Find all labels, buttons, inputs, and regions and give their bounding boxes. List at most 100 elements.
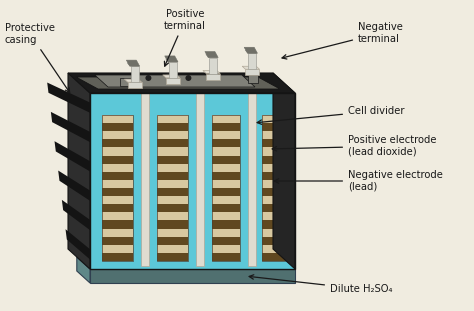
Bar	[157, 188, 188, 196]
Bar	[212, 147, 240, 156]
Polygon shape	[65, 229, 90, 259]
Bar	[102, 172, 133, 180]
Bar	[157, 147, 188, 156]
Polygon shape	[206, 73, 220, 80]
Bar	[157, 212, 188, 220]
Polygon shape	[76, 77, 280, 89]
Bar	[157, 229, 188, 237]
Bar	[212, 115, 240, 261]
Bar	[102, 139, 133, 147]
Bar	[102, 204, 133, 212]
Bar	[157, 164, 188, 172]
Bar	[102, 115, 133, 261]
Bar	[262, 131, 285, 139]
Text: Cell divider: Cell divider	[257, 106, 404, 124]
Bar	[102, 237, 133, 245]
Polygon shape	[127, 60, 140, 66]
Polygon shape	[128, 82, 142, 88]
Bar	[157, 196, 188, 204]
Bar	[262, 253, 285, 261]
Bar	[157, 253, 188, 261]
Bar	[212, 139, 240, 147]
Polygon shape	[242, 66, 259, 69]
Circle shape	[146, 75, 151, 81]
Bar	[102, 164, 133, 172]
Bar	[102, 212, 133, 220]
Polygon shape	[128, 63, 138, 66]
Polygon shape	[166, 59, 177, 62]
Polygon shape	[131, 66, 138, 82]
Bar	[157, 156, 188, 164]
Bar	[212, 115, 240, 123]
Polygon shape	[90, 93, 295, 269]
Polygon shape	[58, 170, 90, 201]
Bar	[102, 156, 133, 164]
Bar	[102, 115, 133, 123]
Polygon shape	[77, 257, 90, 283]
Bar	[212, 164, 240, 172]
Polygon shape	[206, 54, 217, 58]
Bar	[248, 75, 258, 83]
Polygon shape	[209, 58, 217, 73]
Bar	[262, 204, 285, 212]
Polygon shape	[163, 75, 180, 78]
Polygon shape	[47, 82, 90, 113]
Bar	[262, 172, 285, 180]
Bar	[212, 196, 240, 204]
Bar	[212, 204, 240, 212]
Bar	[262, 156, 285, 164]
Polygon shape	[95, 75, 255, 87]
Bar	[262, 115, 285, 123]
Text: Negative
terminal: Negative terminal	[282, 22, 403, 59]
Polygon shape	[205, 52, 218, 58]
Polygon shape	[169, 62, 177, 78]
Bar	[212, 245, 240, 253]
Polygon shape	[68, 73, 90, 269]
Bar	[102, 229, 133, 237]
Bar	[212, 188, 240, 196]
Polygon shape	[68, 73, 295, 93]
Bar	[102, 188, 133, 196]
Bar	[102, 245, 133, 253]
Bar	[248, 90, 256, 266]
Bar	[212, 123, 240, 131]
Bar	[212, 253, 240, 261]
Bar	[157, 204, 188, 212]
Bar	[102, 196, 133, 204]
Bar	[157, 123, 188, 131]
Polygon shape	[77, 257, 295, 269]
Bar	[262, 123, 285, 131]
Bar	[212, 180, 240, 188]
Bar	[212, 237, 240, 245]
Bar	[262, 188, 285, 196]
Bar	[212, 131, 240, 139]
Bar	[262, 115, 285, 261]
Bar	[212, 172, 240, 180]
Bar	[102, 131, 133, 139]
Polygon shape	[90, 269, 295, 283]
Bar	[157, 131, 188, 139]
Polygon shape	[166, 78, 180, 84]
Bar	[212, 229, 240, 237]
Bar	[102, 180, 133, 188]
Polygon shape	[203, 71, 220, 73]
Polygon shape	[165, 56, 178, 62]
Bar	[262, 212, 285, 220]
Bar	[157, 220, 188, 229]
Bar	[157, 139, 188, 147]
Bar	[196, 90, 204, 266]
Bar	[262, 147, 285, 156]
Bar	[157, 237, 188, 245]
Bar	[157, 245, 188, 253]
Circle shape	[185, 75, 191, 81]
Text: Protective
casing: Protective casing	[5, 23, 70, 93]
Polygon shape	[245, 50, 256, 53]
Bar	[212, 156, 240, 164]
Bar	[212, 220, 240, 229]
Text: Negative electrode
(lead): Negative electrode (lead)	[274, 170, 443, 192]
Bar	[262, 237, 285, 245]
Bar	[262, 139, 285, 147]
Bar	[262, 220, 285, 229]
Bar	[262, 229, 285, 237]
Bar	[141, 90, 149, 266]
